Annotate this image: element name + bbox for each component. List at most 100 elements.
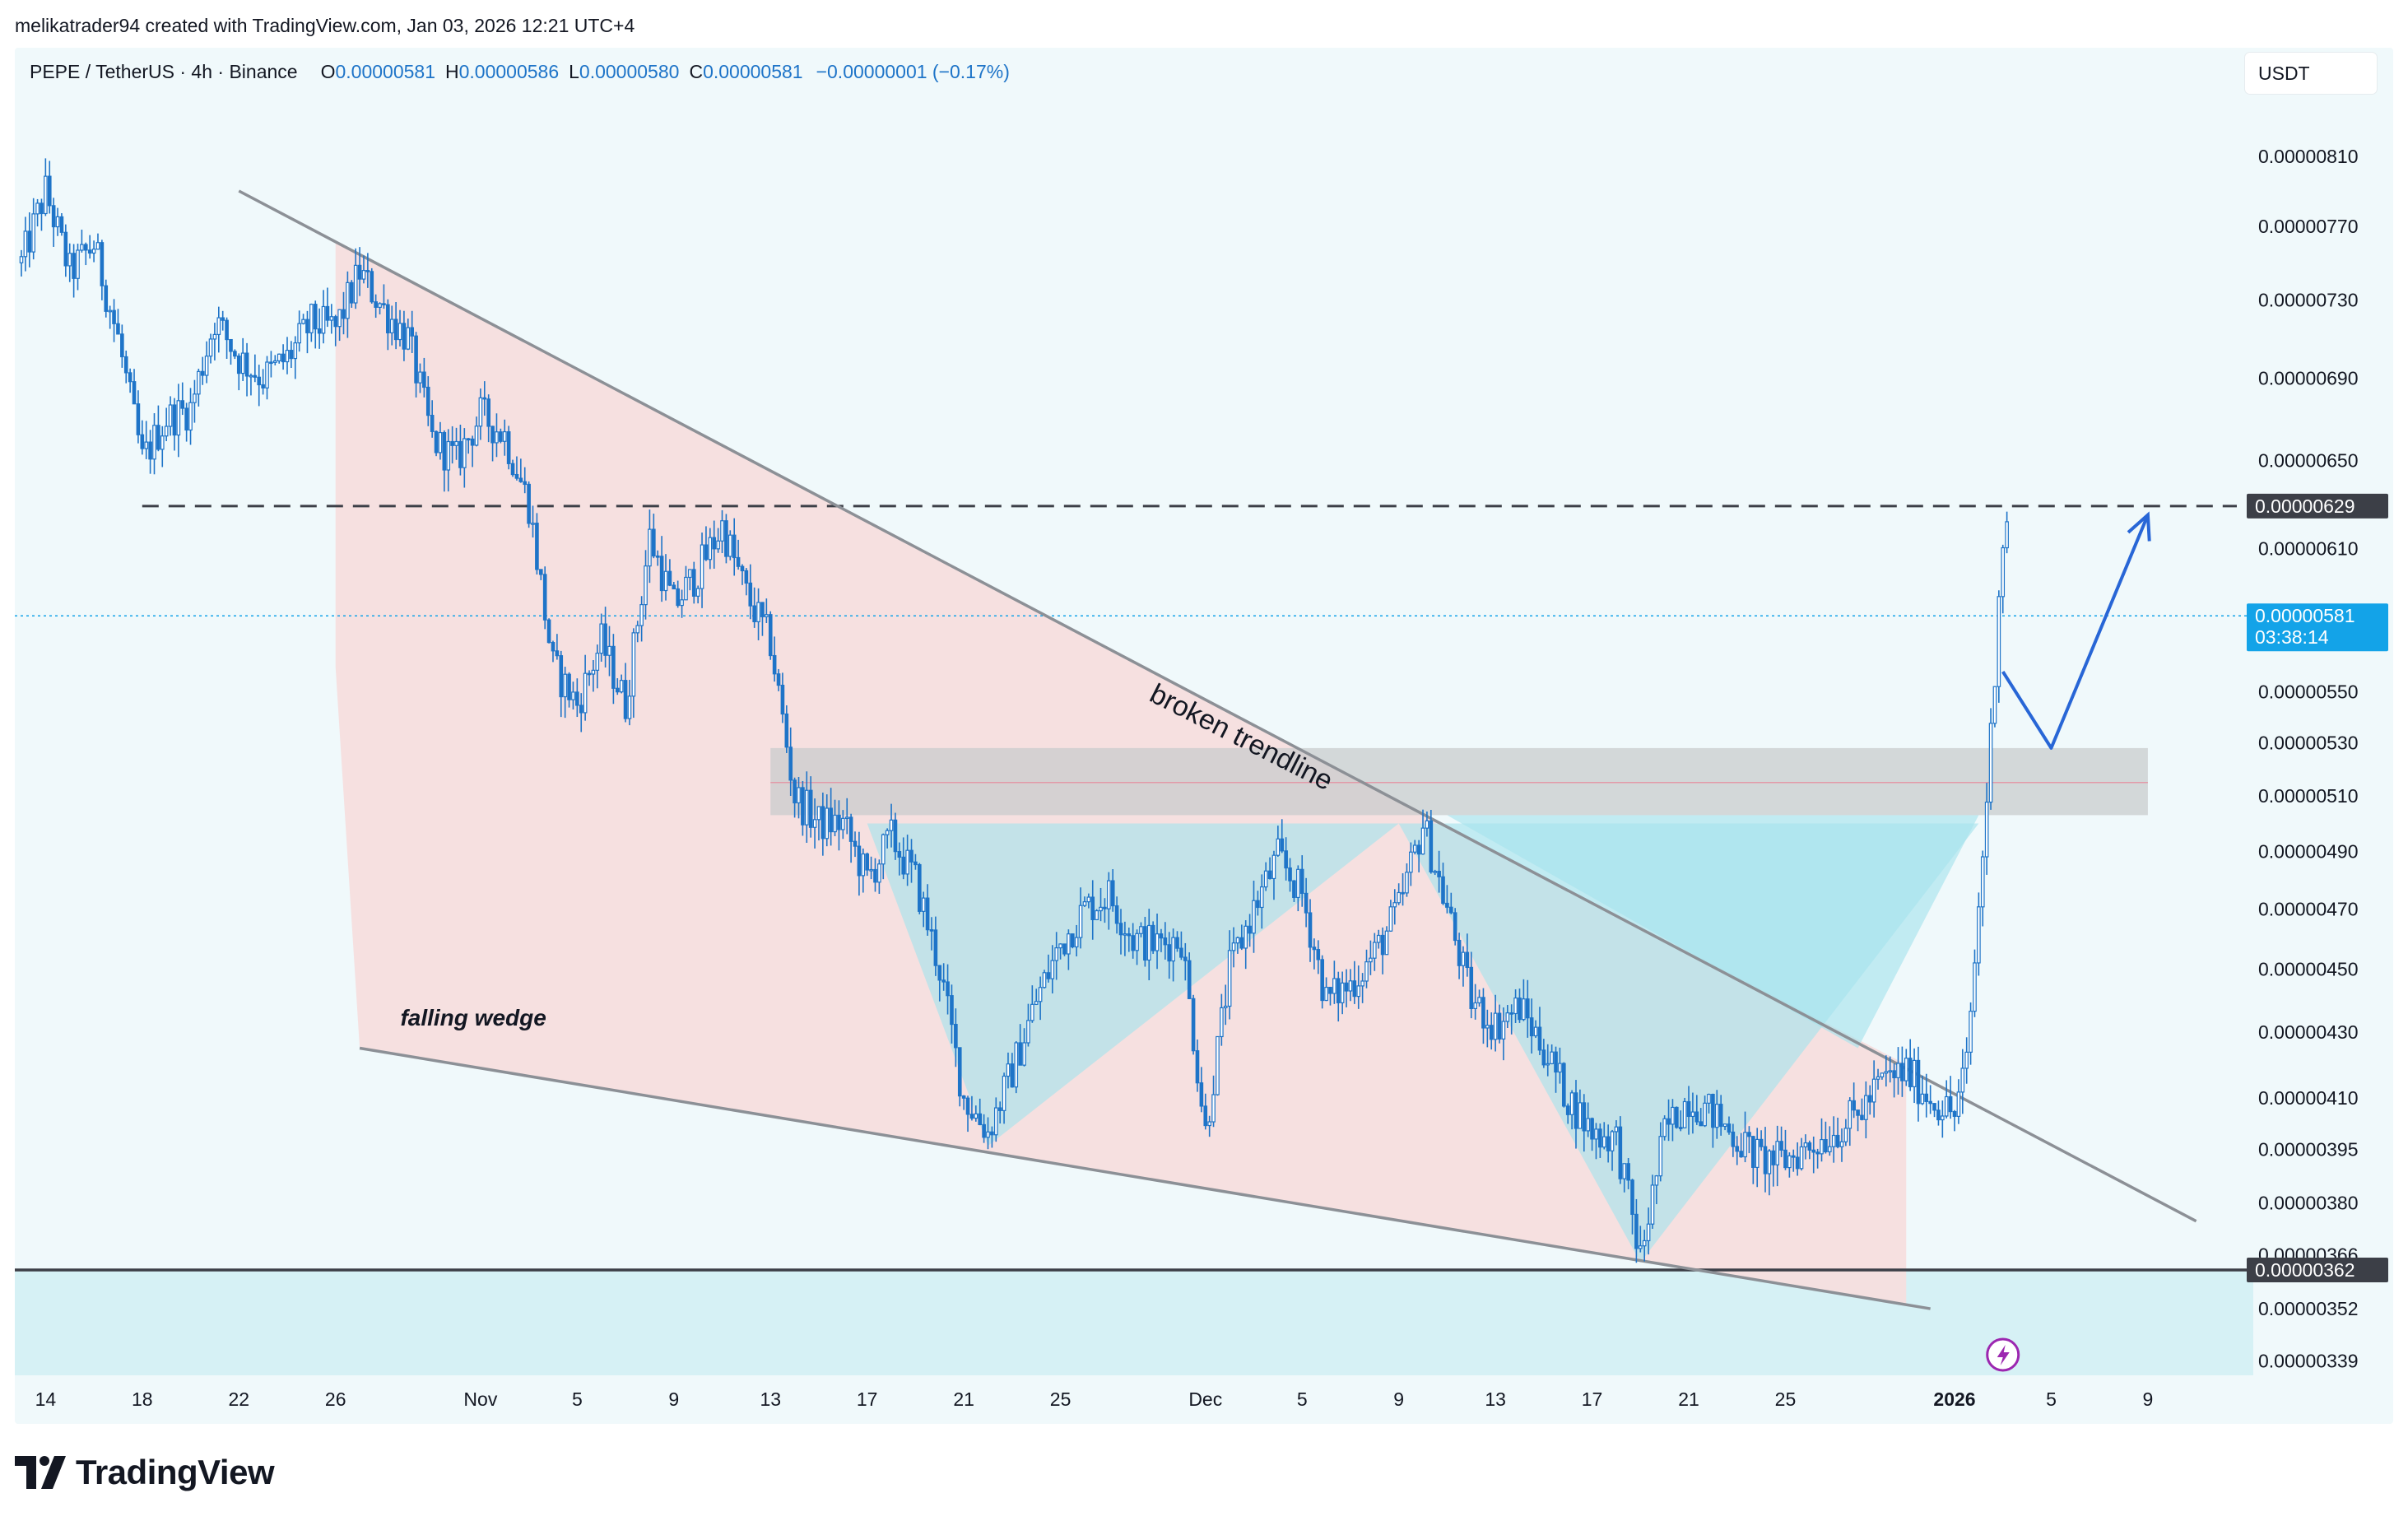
candle-body <box>112 309 116 324</box>
candle-body <box>382 303 386 305</box>
last-price-tag-bg <box>2247 603 2388 652</box>
tradingview-logo[interactable]: TradingView <box>15 1451 275 1494</box>
candle-body <box>1727 1123 1732 1133</box>
candle-body <box>921 897 926 912</box>
candle-body <box>1146 924 1151 961</box>
candle-body <box>639 604 644 626</box>
candle-body <box>1348 980 1353 992</box>
candle-body <box>905 849 909 875</box>
candle-body <box>1892 1070 1896 1079</box>
candle-body <box>1722 1123 1727 1128</box>
candle-body <box>1630 1179 1634 1216</box>
price-tick-label: 0.00000810 <box>2258 146 2359 167</box>
candle-body <box>1046 972 1051 979</box>
ohlc-legend: PEPE / TetherUS · 4h · Binance O 0.000005… <box>30 61 1010 83</box>
candle-body <box>1795 1156 1800 1170</box>
candle-body <box>1622 1163 1627 1179</box>
candle-body <box>466 438 471 441</box>
candle-body <box>261 384 265 388</box>
candle-body <box>720 520 724 542</box>
candle-body <box>1662 1118 1667 1137</box>
candle-body <box>108 309 112 313</box>
candle-body <box>1590 1118 1594 1140</box>
candle-body <box>313 304 318 330</box>
candle-body <box>374 301 378 308</box>
lightning-icon <box>1986 1337 2020 1372</box>
time-tick-label: 9 <box>1393 1388 1404 1410</box>
candle-body <box>1324 986 1328 1002</box>
price-tick-label: 0.00000510 <box>2258 785 2359 807</box>
candle-body <box>969 1114 974 1119</box>
tradingview-logo-text: TradingView <box>76 1453 275 1491</box>
candle-body <box>1416 844 1421 855</box>
candle-body <box>1139 926 1143 934</box>
candle-body <box>1429 820 1434 872</box>
candle-body <box>1537 1026 1542 1051</box>
candle-body <box>889 819 894 831</box>
candle-body <box>1924 1093 1929 1102</box>
candle-body <box>695 588 700 597</box>
candle-body <box>619 680 624 693</box>
candle-body <box>1667 1118 1671 1125</box>
price-tick-label: 0.00000395 <box>2258 1138 2359 1160</box>
support-price-tag: 0.00000362 <box>2247 1258 2388 1282</box>
candle-body <box>236 356 241 374</box>
candle-body <box>1143 926 1147 961</box>
candle-body <box>1397 891 1401 904</box>
candle-body <box>793 779 797 804</box>
candle-body <box>1223 1005 1228 1009</box>
candle-body <box>1675 1106 1679 1128</box>
chart-panel[interactable]: broken trendline falling wedge 0.00000810 0… <box>15 48 2393 1424</box>
candle-body <box>667 570 672 586</box>
candle-body <box>361 270 366 280</box>
candle-body <box>80 244 84 251</box>
candle-body <box>1095 909 1099 920</box>
candle-body <box>631 632 636 697</box>
candle-body <box>820 806 825 840</box>
candle-body <box>204 356 209 376</box>
candle-body <box>1888 1070 1893 1073</box>
candle-body <box>1835 1134 1840 1147</box>
candle-body <box>225 319 229 341</box>
candle-body <box>583 672 588 714</box>
candle-body <box>47 175 52 207</box>
candle-body <box>941 979 946 983</box>
candle-body <box>1412 844 1417 853</box>
candle-body <box>1207 1121 1211 1127</box>
candle-body <box>1493 1012 1498 1040</box>
candle-body <box>599 623 604 654</box>
time-tick-label: 9 <box>2143 1388 2154 1410</box>
candle-body <box>1900 1063 1904 1081</box>
left-shoulder-shape <box>867 823 1399 1147</box>
candle-body <box>997 1107 1002 1111</box>
currency-button[interactable]: USDT <box>2245 53 2377 94</box>
candle-body <box>627 695 632 719</box>
close-label: C <box>689 61 704 82</box>
candle-body <box>990 1131 994 1136</box>
lower-wedge-trendline <box>359 1046 1931 1310</box>
candle-body <box>559 655 564 698</box>
time-tick-label: 17 <box>1582 1388 1603 1410</box>
candle-body <box>1876 1076 1880 1080</box>
candle-body <box>100 242 105 286</box>
candle-body <box>257 376 262 386</box>
candle-body <box>2005 521 2009 549</box>
candle-body <box>510 463 515 476</box>
candle-body <box>652 528 656 557</box>
candle-body <box>229 338 233 352</box>
candle-body <box>676 588 680 607</box>
symbol-label[interactable]: PEPE / TetherUS · 4h · Binance <box>30 61 298 82</box>
candle-body <box>1308 912 1313 948</box>
candle-body <box>567 673 571 700</box>
candle-body <box>1235 937 1240 944</box>
candle-body <box>1288 867 1292 881</box>
candle-body <box>740 565 745 572</box>
candlestick-series <box>19 158 2009 1263</box>
candle-body <box>1441 876 1445 905</box>
candle-body <box>208 338 213 357</box>
candle-body <box>684 576 688 601</box>
candle-body <box>946 981 950 997</box>
candle-body <box>333 316 338 328</box>
